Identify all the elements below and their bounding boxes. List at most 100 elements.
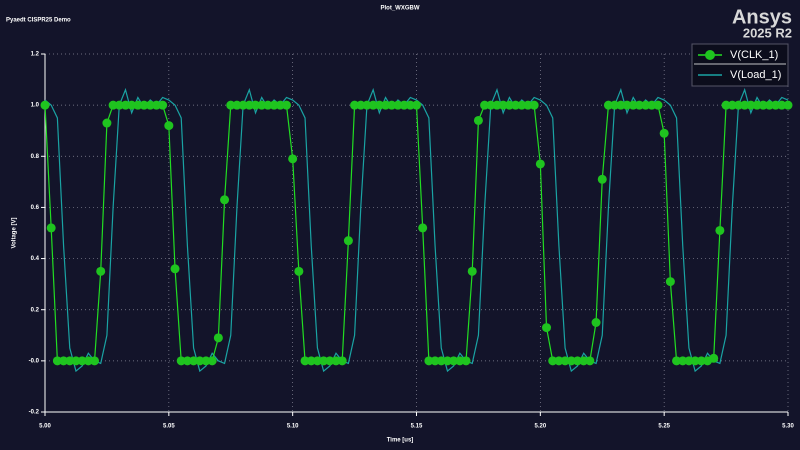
data-point <box>622 100 632 110</box>
data-point <box>158 100 168 110</box>
data-point <box>96 266 106 276</box>
data-point <box>560 356 570 366</box>
x-tick-label: 5.15 <box>411 424 423 430</box>
data-point <box>727 100 737 110</box>
data-point <box>603 100 613 110</box>
data-point <box>368 100 378 110</box>
y-tick-label: 0.4 <box>31 256 40 262</box>
data-point <box>226 100 236 110</box>
data-point <box>610 100 620 110</box>
data-point <box>343 236 353 246</box>
data-point <box>572 356 582 366</box>
data-point <box>455 356 465 366</box>
legend-label: V(Load_1) <box>730 69 781 81</box>
data-point <box>83 356 93 366</box>
data-point <box>288 154 298 164</box>
data-point <box>387 100 397 110</box>
data-point <box>511 100 521 110</box>
data-point <box>473 115 483 125</box>
data-point <box>517 100 527 110</box>
x-tick-label: 5.30 <box>782 424 794 430</box>
data-point <box>442 356 452 366</box>
data-point <box>251 100 261 110</box>
data-point <box>764 100 774 110</box>
data-point <box>151 100 161 110</box>
y-axis-label: Voltage [V] <box>12 218 18 249</box>
y-tick-label: 0.6 <box>31 205 40 211</box>
data-point <box>108 100 118 110</box>
y-tick-label: 1.0 <box>31 103 40 109</box>
y-tick-label: 0.8 <box>31 154 40 160</box>
data-point <box>585 356 595 366</box>
data-point <box>498 100 508 110</box>
data-point <box>164 121 174 131</box>
data-point <box>238 100 248 110</box>
data-point <box>715 225 725 235</box>
data-point <box>269 100 279 110</box>
data-point <box>777 100 787 110</box>
data-point <box>281 100 291 110</box>
data-point <box>752 100 762 110</box>
data-point <box>362 100 372 110</box>
data-point <box>665 277 675 287</box>
data-point <box>170 264 180 274</box>
data-point <box>430 356 440 366</box>
data-point <box>356 100 366 110</box>
brand-name: Ansys <box>732 6 792 28</box>
chart-subtitle: Pyaedt CISPR25 Demo <box>6 18 71 24</box>
data-point <box>405 100 415 110</box>
data-point <box>523 100 533 110</box>
data-point <box>244 100 254 110</box>
data-point <box>783 100 793 110</box>
data-point <box>220 195 230 205</box>
y-tick-label: -0.0 <box>29 358 40 364</box>
data-point <box>52 356 62 366</box>
data-point <box>381 100 391 110</box>
data-point <box>182 356 192 366</box>
plot-area <box>40 87 793 373</box>
data-point <box>294 266 304 276</box>
data-point <box>133 100 143 110</box>
data-point <box>393 100 403 110</box>
data-point <box>127 100 137 110</box>
data-point <box>325 356 335 366</box>
data-point <box>412 100 421 110</box>
data-point <box>90 356 100 366</box>
data-point <box>672 356 682 366</box>
data-point <box>628 100 638 110</box>
chart-title: Plot_WXGBW <box>381 6 420 12</box>
data-point <box>424 356 434 366</box>
data-point <box>492 100 502 110</box>
data-point <box>746 100 756 110</box>
data-point <box>554 356 564 366</box>
data-point <box>275 100 285 110</box>
data-point <box>145 100 155 110</box>
data-point <box>319 356 329 366</box>
data-point <box>232 100 242 110</box>
data-point <box>65 356 75 366</box>
data-point <box>46 223 56 233</box>
data-point <box>350 100 360 110</box>
x-tick-label: 5.00 <box>39 424 51 430</box>
brand-version: 2025 R2 <box>743 25 792 40</box>
y-tick-label: 0.2 <box>31 307 40 313</box>
data-point <box>566 356 576 366</box>
data-point <box>331 356 341 366</box>
data-point <box>300 356 310 366</box>
data-point <box>542 323 552 333</box>
data-point <box>634 100 644 110</box>
data-point <box>337 356 347 366</box>
data-point <box>548 356 558 366</box>
data-point <box>597 174 607 184</box>
legend-marker <box>705 50 715 60</box>
data-point <box>120 100 130 110</box>
data-point <box>690 356 700 366</box>
x-tick-label: 5.20 <box>534 424 546 430</box>
data-point <box>189 356 199 366</box>
data-point <box>696 356 706 366</box>
data-point <box>312 356 322 366</box>
data-point <box>740 100 750 110</box>
data-point <box>40 100 50 110</box>
data-point <box>721 100 731 110</box>
